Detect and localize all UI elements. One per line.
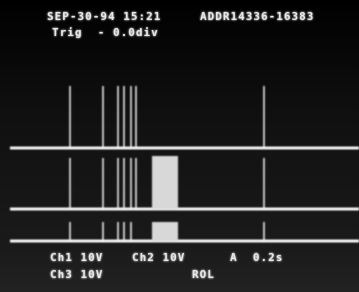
oscilloscope-screen: SEP-30-94 15:21 ADDR14336-16383 Trig - 0… bbox=[0, 0, 359, 292]
trigger: Trig - 0.0div bbox=[52, 26, 159, 39]
trace-area bbox=[0, 0, 359, 292]
date-time: SEP-30-94 15:21 bbox=[47, 10, 161, 23]
mode: ROL bbox=[192, 268, 215, 281]
timebase: A 0.2s bbox=[230, 251, 283, 264]
pulse-burst bbox=[152, 222, 178, 241]
background bbox=[0, 0, 359, 292]
address-range: ADDR14336-16383 bbox=[200, 10, 314, 23]
ch1-scale: Ch1 10V bbox=[50, 251, 103, 264]
pulse-burst bbox=[152, 156, 178, 209]
ch3-scale: Ch3 10V bbox=[50, 268, 103, 281]
ch2-scale: Ch2 10V bbox=[132, 251, 185, 264]
